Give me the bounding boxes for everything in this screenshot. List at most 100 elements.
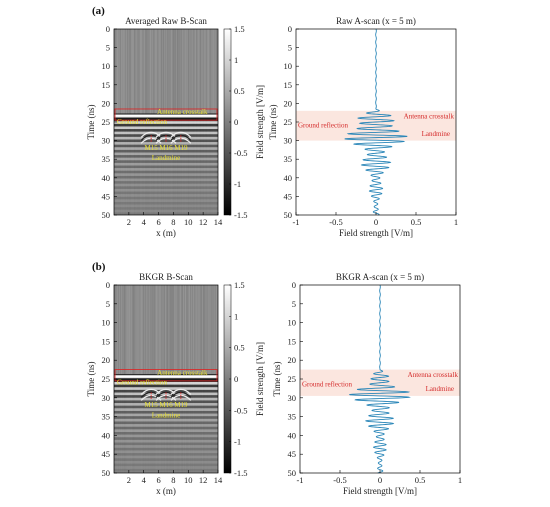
target-hyperbola-1: [155, 391, 177, 398]
x-tick-label: 0: [378, 475, 382, 485]
y-tick-label: 15: [288, 336, 297, 346]
target-hyperbola-0: [140, 391, 162, 398]
y-tick-label: 50: [102, 210, 111, 220]
y-tick-label: 35: [284, 154, 293, 164]
surface-band: [114, 375, 218, 378]
y-tick-label: 30: [288, 393, 297, 403]
y-tick-label: 20: [102, 98, 111, 108]
x-tick-label: 4: [142, 217, 147, 227]
x-tick-label: -1: [296, 475, 303, 485]
chart-title: BKGR A-scan (x = 5 m): [336, 272, 424, 282]
y-tick-label: 10: [102, 318, 111, 328]
colorbar-tick-label: 0.5: [234, 86, 245, 96]
x-tick-label: 10: [184, 217, 193, 227]
annotation-ground-reflection: Ground reflection: [117, 118, 167, 126]
annotation-landmine: Landmine: [152, 154, 180, 162]
y-tick-label: 5: [292, 299, 296, 309]
annotation-m19: M19: [174, 144, 188, 152]
y-tick-label: 5: [106, 43, 110, 53]
y-tick-label: 15: [284, 80, 293, 90]
y-axis-label: Time (ns): [86, 105, 96, 140]
annotation-m16: M16: [159, 401, 173, 409]
x-tick-label: 14: [214, 217, 223, 227]
x-axis-label: Field strength [V/m]: [339, 228, 413, 238]
annotation-landmine: Landmine: [422, 130, 450, 138]
x-tick-label: -0.5: [333, 475, 346, 485]
x-tick-label: 4: [142, 475, 147, 485]
x-tick-label: -1: [292, 217, 299, 227]
y-tick-label: 5: [106, 299, 110, 309]
annotation-ground-reflection: Ground reflection: [298, 122, 348, 130]
colorbar-tick-label: -1.5: [234, 468, 247, 478]
colorbar-label: Field strength [V/m]: [255, 342, 265, 416]
surface-band: [114, 114, 218, 117]
surface-band-dark: [114, 117, 218, 120]
target-hyperbola-2: [170, 391, 192, 398]
y-tick-label: 25: [288, 374, 297, 384]
ascan-chart-3: Antenna crosstalk Ground reflection Landmi…: [272, 272, 462, 496]
y-tick-label: 0: [106, 24, 110, 34]
annotation-antenna-crosstalk: Antenna crosstalk: [157, 369, 208, 377]
x-tick-label: 10: [184, 475, 193, 485]
x-tick-label: 12: [199, 217, 208, 227]
annotation-m15: M15: [145, 144, 159, 152]
y-axis-label: Time (ns): [268, 105, 278, 140]
x-axis-label: x (m): [156, 228, 176, 238]
y-tick-label: 40: [284, 173, 293, 183]
target-hyperbola-1: [155, 131, 177, 138]
x-axis-label: x (m): [156, 486, 176, 496]
y-tick-label: 0: [292, 280, 296, 290]
colorbar-tick-label: 0.5: [234, 343, 245, 353]
y-tick-label: 20: [102, 355, 111, 365]
x-tick-label: 6: [156, 475, 160, 485]
y-tick-label: 0: [106, 280, 110, 290]
y-tick-label: 20: [284, 98, 293, 108]
y-tick-label: 35: [102, 412, 111, 422]
y-tick-label: 10: [284, 61, 293, 71]
y-tick-label: 25: [102, 374, 111, 384]
annotation-ground-reflection: Ground reflection: [302, 381, 352, 389]
colorbar-tick-label: 1.5: [234, 24, 245, 34]
annotation-m15: M15: [145, 401, 159, 409]
y-tick-label: 40: [288, 430, 297, 440]
y-tick-label: 45: [288, 449, 297, 459]
y-tick-label: 50: [102, 468, 111, 478]
colorbar-tick-label: 1: [234, 311, 238, 321]
x-tick-label: 0.5: [415, 475, 426, 485]
y-tick-label: 15: [102, 336, 111, 346]
y-tick-label: 45: [102, 449, 111, 459]
y-tick-label: 5: [288, 43, 292, 53]
panel-label-b: (b): [92, 261, 106, 273]
surface-band-dark: [114, 378, 218, 381]
annotation-m16: M16: [159, 144, 173, 152]
chart-title: Averaged Raw B-Scan: [125, 16, 207, 26]
shaded-region: [296, 110, 456, 141]
annotation-ground-reflection: Ground reflection: [117, 379, 167, 387]
y-axis-label: Time (ns): [86, 362, 96, 397]
chart-title: BKGR B-Scan: [139, 272, 193, 282]
y-tick-label: 15: [102, 80, 111, 90]
colorbar-tick-label: -1.5: [234, 210, 247, 220]
target-hyperbola-0: [140, 388, 162, 395]
annotation-antenna-crosstalk: Antenna crosstalk: [404, 112, 455, 120]
colorbar-tick-label: -0.5: [234, 405, 247, 415]
bscan-chart-0: Antenna crosstalk Ground reflection M15 M16…: [86, 16, 265, 238]
x-tick-label: 14: [214, 475, 223, 485]
y-tick-label: 30: [102, 136, 111, 146]
x-tick-label: 2: [127, 475, 131, 485]
y-tick-label: 50: [288, 468, 297, 478]
annotation-landmine: Landmine: [152, 411, 180, 419]
x-tick-label: 6: [156, 217, 160, 227]
x-axis-label: Field strength [V/m]: [343, 486, 417, 496]
y-tick-label: 35: [288, 412, 297, 422]
y-axis-label: Time (ns): [272, 362, 282, 397]
ascan-trace: [344, 28, 408, 216]
target-hyperbola-2: [170, 388, 192, 395]
target-hyperbola-1: [155, 388, 177, 395]
bscan-chart-2: Antenna crosstalk Ground reflection M15 M16…: [86, 272, 265, 496]
target-hyperbola-0: [140, 131, 162, 138]
y-tick-label: 10: [288, 318, 297, 328]
x-tick-label: 1: [454, 217, 458, 227]
y-tick-label: 35: [102, 154, 111, 164]
chart-title: Raw A-scan (x = 5 m): [336, 16, 416, 26]
